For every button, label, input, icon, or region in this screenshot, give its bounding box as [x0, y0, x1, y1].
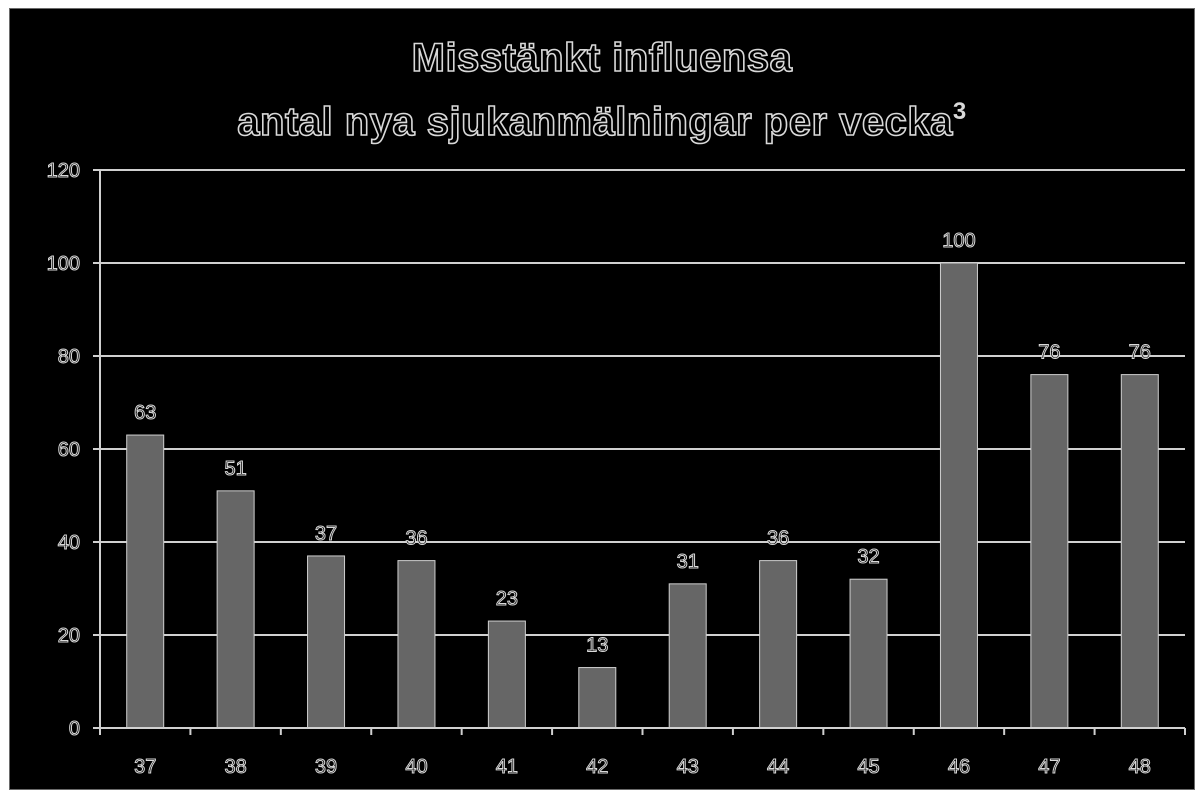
- chart-title-superscript: 3: [952, 98, 967, 125]
- bar-week-48: [1120, 374, 1159, 729]
- bar-week-37: [126, 434, 165, 729]
- data-label: 37: [315, 523, 337, 545]
- data-label: 32: [857, 546, 879, 568]
- chart-title-line2-text: antal nya sjukanmälningar per vecka: [236, 100, 953, 144]
- chart-title-line1: Misstänkt influensa: [9, 36, 1195, 80]
- chart-frame: [9, 8, 1195, 790]
- y-tick-label: 60: [58, 439, 80, 461]
- data-label: 36: [767, 528, 789, 550]
- bar-week-40: [397, 560, 436, 729]
- x-tick-label: 44: [767, 756, 789, 778]
- chart-title-line1-text: Misstänkt influensa: [411, 36, 793, 80]
- y-tick-label: 120: [47, 160, 80, 182]
- bar-week-43: [668, 583, 707, 729]
- data-label: 51: [225, 458, 247, 480]
- x-tick-label: 45: [857, 756, 879, 778]
- bar-week-39: [307, 555, 346, 729]
- x-tick-label: 46: [948, 756, 970, 778]
- x-tick-label: 37: [134, 756, 156, 778]
- chart-title-line2: antal nya sjukanmälningar per vecka3: [9, 98, 1195, 144]
- data-label: 13: [586, 635, 608, 657]
- x-tick-label: 48: [1129, 756, 1151, 778]
- y-tick-label: 20: [58, 625, 80, 647]
- bar-week-44: [759, 560, 798, 729]
- data-label: 63: [134, 402, 156, 424]
- x-tick-label: 47: [1038, 756, 1060, 778]
- bar-week-42: [578, 667, 617, 729]
- data-label: 23: [496, 588, 518, 610]
- x-tick-label: 40: [405, 756, 427, 778]
- x-tick-label: 41: [496, 756, 518, 778]
- x-tick-label: 42: [586, 756, 608, 778]
- bar-week-46: [939, 262, 978, 729]
- gridlines: [100, 169, 1185, 636]
- data-label: 76: [1038, 342, 1060, 364]
- x-tick-label: 39: [315, 756, 337, 778]
- y-tick-label: 80: [58, 346, 80, 368]
- bar-week-38: [216, 490, 255, 729]
- y-tick-label: 40: [58, 532, 80, 554]
- x-tick-label: 38: [225, 756, 247, 778]
- data-label: 31: [677, 551, 699, 573]
- y-tick-label: 100: [47, 253, 80, 275]
- bar-week-45: [849, 578, 888, 729]
- x-tick-label: 43: [677, 756, 699, 778]
- bar-week-41: [487, 620, 526, 729]
- bars: [126, 262, 1159, 729]
- data-label: 100: [942, 230, 975, 252]
- data-label: 36: [405, 528, 427, 550]
- y-tick-label: 0: [69, 718, 80, 740]
- data-label: 76: [1129, 342, 1151, 364]
- axes: [93, 169, 1186, 735]
- bar-week-47: [1030, 374, 1069, 729]
- labels: 0 20 40 60 80 100 120 63 37 51 38 37 39 36 40 23 41 13 42 3…: [46, 160, 1151, 779]
